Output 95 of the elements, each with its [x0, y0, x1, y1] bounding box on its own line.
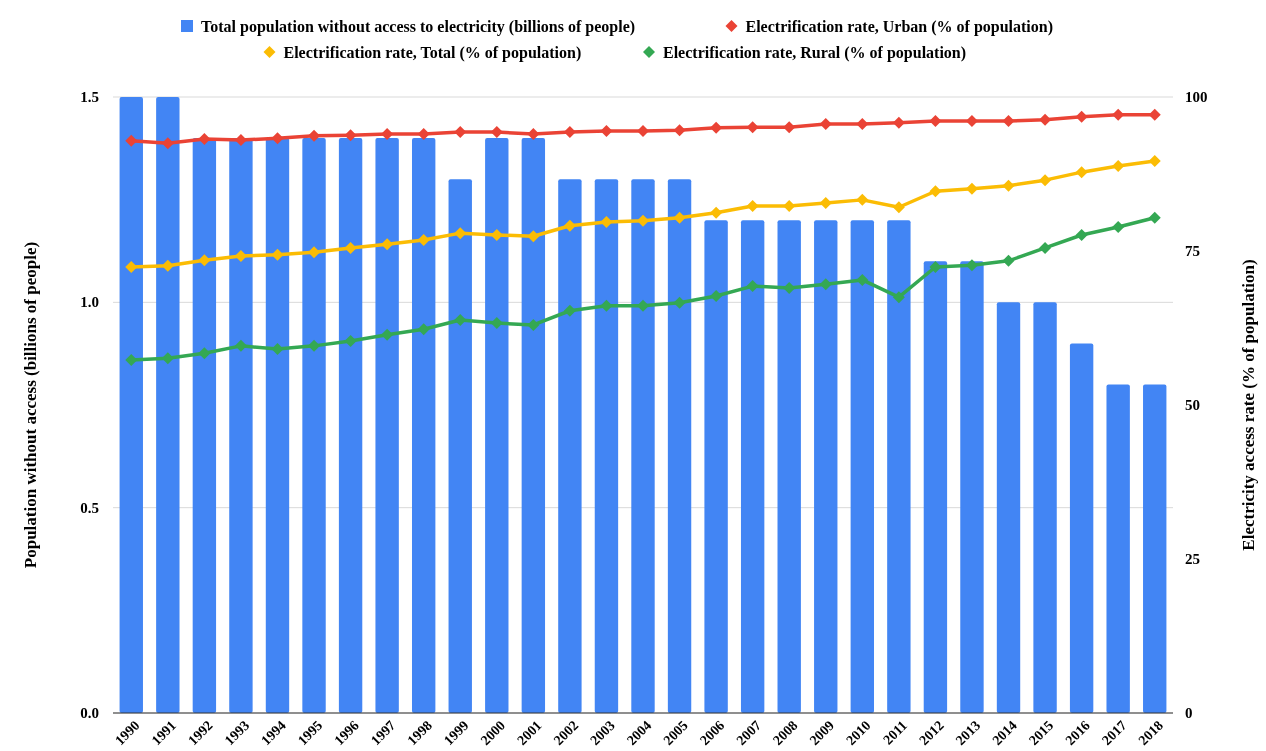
point: [527, 318, 540, 331]
bar: [411, 138, 436, 713]
bar: [814, 220, 838, 713]
point: [1002, 115, 1015, 128]
bar: [887, 220, 911, 713]
legend-label: Electrification rate, Urban (% of population): [745, 17, 1054, 36]
bar: [119, 97, 143, 713]
point: [198, 254, 211, 267]
point: [563, 219, 576, 232]
bar: [192, 138, 217, 713]
bar: [375, 138, 399, 713]
point: [892, 291, 905, 304]
bar: [229, 138, 253, 713]
point: [381, 238, 394, 251]
point: [1039, 174, 1052, 187]
bar: [448, 179, 472, 713]
bar: [302, 138, 326, 713]
y2-tick-label: 50: [1185, 397, 1200, 413]
point: [417, 233, 430, 246]
point: [856, 273, 869, 286]
y2-tick-label: 25: [1185, 551, 1200, 567]
point: [381, 328, 394, 341]
point: [783, 121, 796, 134]
point: [198, 347, 211, 360]
y-axis-title: Population without access (billions of people): [20, 241, 40, 569]
bar: [156, 97, 180, 713]
point: [417, 323, 430, 336]
point: [856, 193, 869, 206]
bar: [558, 179, 582, 713]
y2-tick-label: 100: [1185, 89, 1208, 105]
bar: [667, 179, 692, 713]
point: [271, 342, 284, 355]
bar: [996, 302, 1021, 713]
point: [929, 185, 942, 198]
point: [1075, 228, 1088, 241]
bar: [631, 179, 655, 713]
point: [1002, 179, 1015, 192]
bar: [923, 261, 948, 713]
bar: [1033, 302, 1057, 713]
bar: [850, 220, 875, 713]
point: [344, 334, 357, 347]
y2-axis-title: Electricity access rate (% of population): [1238, 259, 1258, 551]
legend-label: Electrification rate, Total (% of population): [283, 43, 582, 62]
bar: [1106, 384, 1130, 713]
legend-label: Electrification rate, Rural (% of population): [663, 43, 967, 62]
bar: [1069, 343, 1094, 713]
point: [929, 261, 942, 274]
point: [161, 137, 174, 150]
point: [637, 124, 649, 137]
point: [637, 299, 649, 312]
y-tick-label: 1.0: [80, 294, 99, 311]
bar: [1143, 384, 1167, 713]
legend-label: Total population without access to electricity (billions of people): [201, 17, 636, 36]
bar: [704, 220, 728, 713]
bar: [594, 179, 619, 713]
point: [637, 214, 649, 227]
point: [673, 211, 686, 224]
bar: [521, 138, 546, 713]
point: [1039, 241, 1052, 254]
y2-tick-label: 0: [1185, 705, 1193, 721]
point: [1002, 254, 1015, 267]
point: [344, 241, 357, 254]
bar: [777, 220, 801, 713]
point: [710, 206, 723, 219]
point: [161, 259, 174, 272]
bar: [265, 138, 290, 713]
y2-tick-label: 75: [1185, 243, 1200, 259]
point: [1148, 211, 1161, 224]
point: [892, 201, 905, 214]
y-tick-label: 0.5: [80, 499, 99, 516]
bar: [960, 261, 984, 713]
point: [563, 304, 576, 317]
point: [308, 339, 321, 352]
point: [527, 230, 540, 243]
point: [673, 296, 686, 309]
point: [1075, 110, 1088, 123]
point: [1075, 166, 1088, 179]
bar: [485, 138, 509, 713]
point: [600, 216, 613, 229]
point: [929, 115, 942, 128]
point: [600, 124, 613, 137]
bar: [338, 138, 363, 713]
point: [198, 132, 211, 145]
y-tick-label: 0.0: [80, 705, 99, 721]
bar: [740, 220, 765, 713]
point: [746, 280, 759, 293]
point: [746, 200, 759, 213]
y-tick-label: 1.5: [80, 89, 99, 105]
point: [1148, 155, 1161, 168]
point: [125, 134, 138, 147]
point: [271, 248, 284, 261]
point: [234, 339, 247, 352]
point: [710, 289, 723, 302]
point: [527, 127, 540, 140]
point: [1112, 220, 1125, 233]
